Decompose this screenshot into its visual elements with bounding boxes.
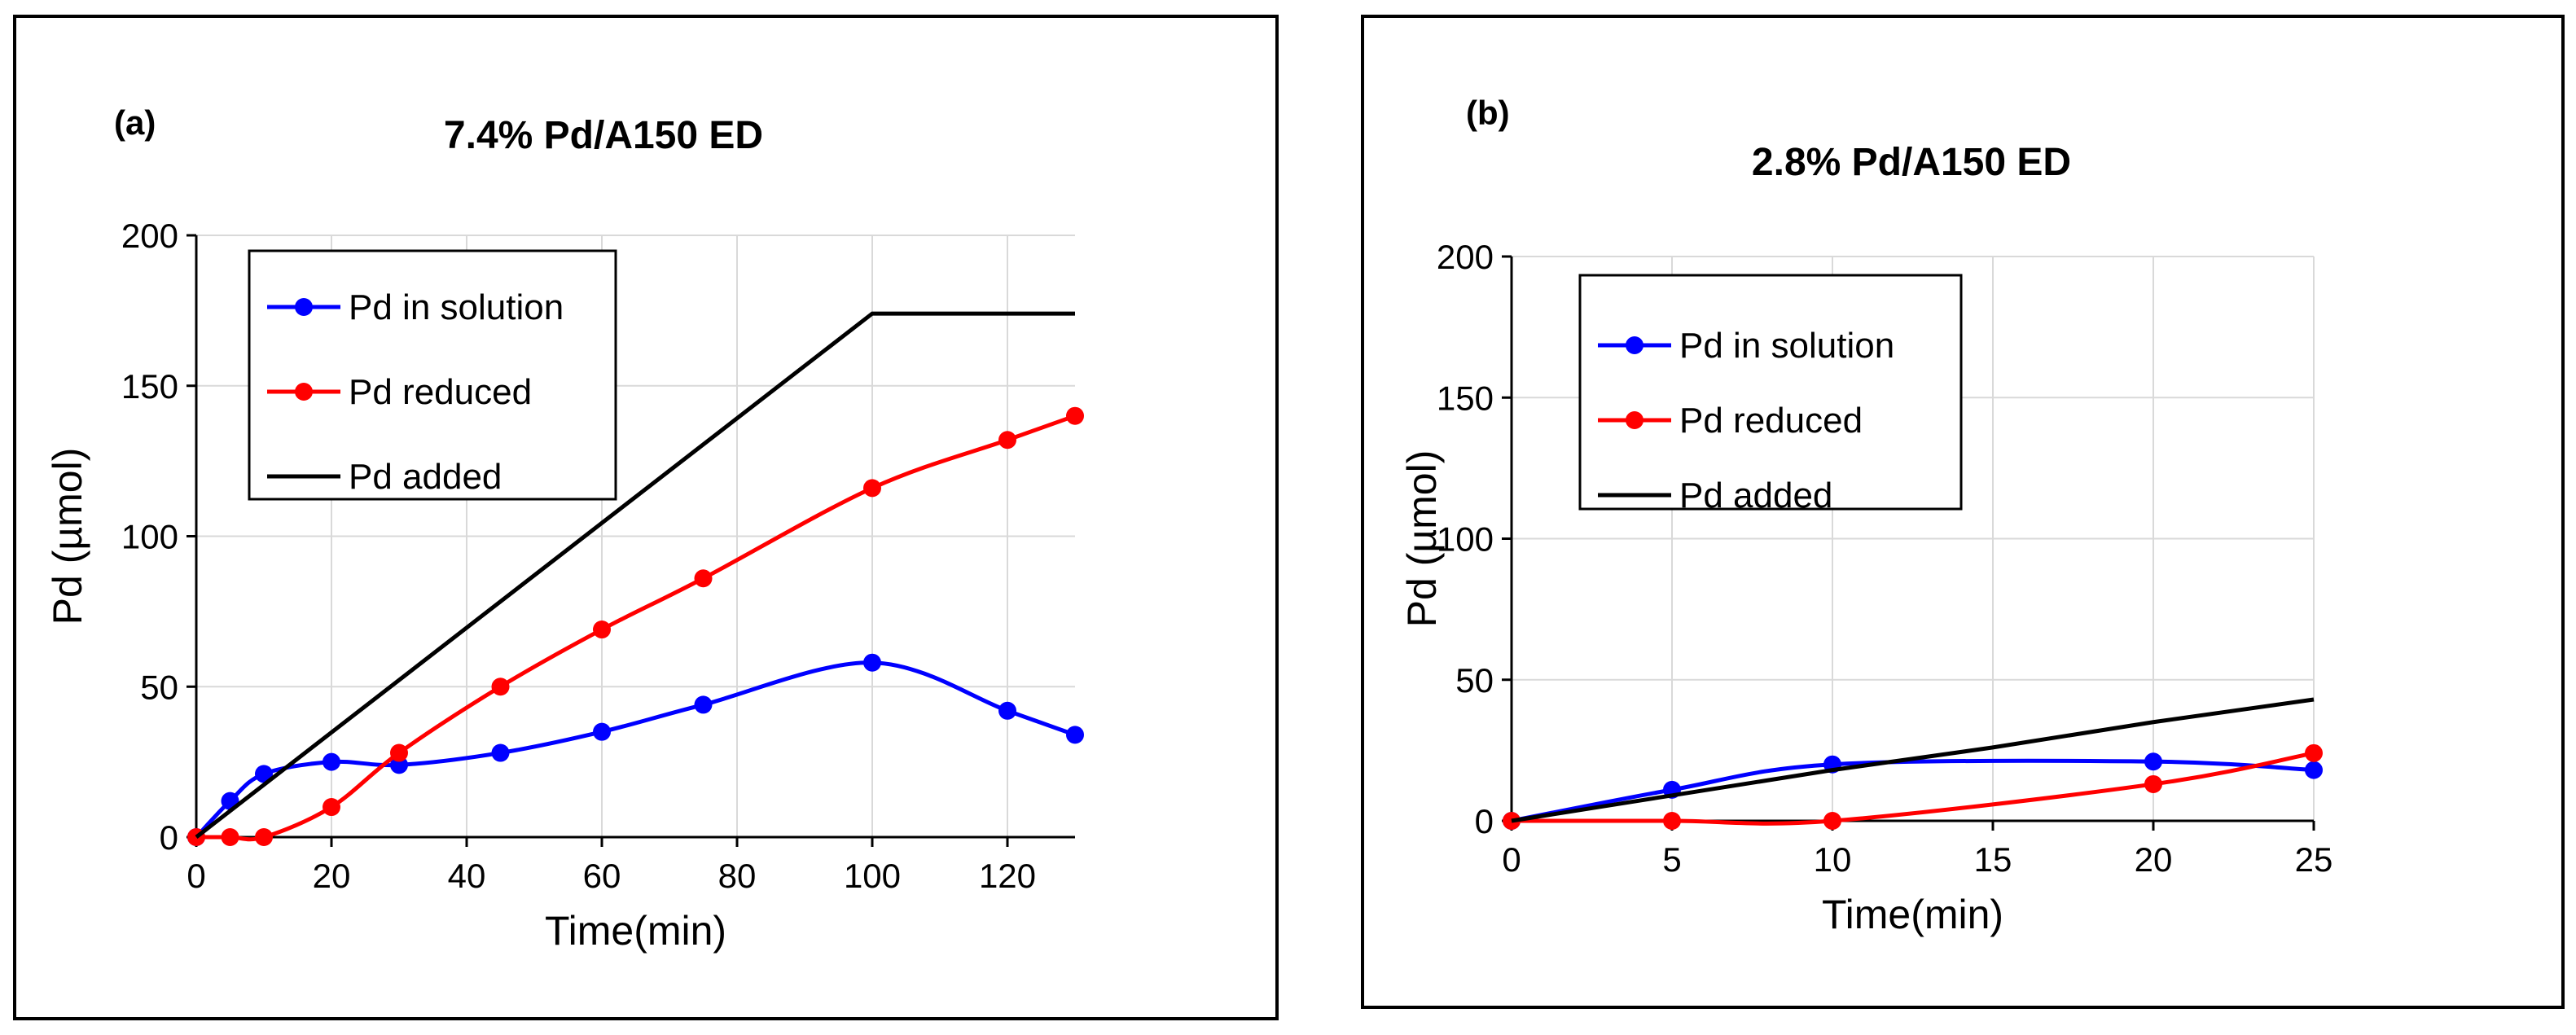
y-axis-title: Pd (µmol) bbox=[45, 448, 90, 625]
data-point-pd-reduced bbox=[390, 743, 408, 762]
y-tick-label: 50 bbox=[140, 668, 178, 706]
y-tick-label: 150 bbox=[1437, 379, 1494, 417]
data-point-pd-reduced bbox=[2305, 743, 2323, 762]
legend-box bbox=[248, 249, 617, 501]
data-point-pd-reduced bbox=[1663, 812, 1681, 830]
y-tick-label: 200 bbox=[1437, 238, 1494, 276]
legend-label-pd-added: Pd added bbox=[349, 457, 502, 497]
y-tick-label: 0 bbox=[1475, 802, 1494, 840]
x-tick-label: 25 bbox=[2295, 840, 2333, 879]
data-point-pd-reduced bbox=[2144, 774, 2162, 793]
y-tick-label: 200 bbox=[121, 217, 178, 255]
data-point-pd-in-solution bbox=[2144, 752, 2162, 771]
data-point-pd-in-solution bbox=[323, 752, 340, 771]
x-tick-label: 0 bbox=[187, 857, 205, 895]
legend-marker-pd-reduced bbox=[1626, 411, 1643, 429]
data-point-pd-in-solution bbox=[2305, 761, 2323, 779]
x-tick-label: 40 bbox=[448, 857, 486, 895]
panel-label: (b) bbox=[1466, 94, 1510, 132]
data-point-pd-in-solution bbox=[694, 695, 713, 714]
legend-marker-pd-in-solution bbox=[295, 298, 313, 316]
data-point-pd-reduced bbox=[1066, 406, 1084, 425]
x-tick-label: 120 bbox=[979, 857, 1036, 895]
data-point-pd-in-solution bbox=[491, 743, 510, 762]
data-point-pd-in-solution bbox=[255, 765, 273, 783]
legend-label-pd-reduced: Pd reduced bbox=[349, 372, 532, 412]
data-point-pd-in-solution bbox=[863, 653, 881, 672]
data-point-pd-reduced bbox=[491, 678, 510, 696]
x-tick-label: 5 bbox=[1662, 840, 1681, 879]
x-tick-label: 80 bbox=[718, 857, 757, 895]
y-tick-label: 100 bbox=[1437, 520, 1494, 559]
series-line-pd-reduced bbox=[1511, 751, 2315, 826]
x-axis-title: Time(min) bbox=[1822, 892, 2003, 937]
legend-label-pd-in-solution: Pd in solution bbox=[349, 287, 564, 327]
legend-box bbox=[1578, 274, 1963, 511]
chart-title: 7.4% Pd/A150 ED bbox=[444, 114, 763, 157]
data-point-pd-in-solution bbox=[593, 722, 611, 741]
x-tick-label: 0 bbox=[1502, 840, 1521, 879]
chart-panel-b: 0 50 100 150 200 0 5 10 15 20 25 Time(min) Pd (µmol)… bbox=[1361, 15, 2565, 1009]
x-tick-label: 100 bbox=[844, 857, 901, 895]
legend-label-pd-added: Pd added bbox=[1679, 476, 1832, 515]
x-tick-label: 60 bbox=[583, 857, 621, 895]
data-point-pd-reduced bbox=[255, 828, 273, 846]
x-tick-label: 10 bbox=[1814, 840, 1852, 879]
x-tick-label: 15 bbox=[1974, 840, 2012, 879]
panel-label: (a) bbox=[114, 103, 156, 142]
series-line-pd-added bbox=[1511, 697, 2315, 823]
data-point-pd-reduced bbox=[323, 798, 340, 817]
data-point-pd-reduced bbox=[221, 828, 239, 846]
series-line-pd-added bbox=[195, 311, 1075, 839]
chart-panel-a: 0 50 100 150 200 0 20 40 60 80 100 120 Time(min) Pd (… bbox=[13, 15, 1279, 1020]
legend-label-pd-reduced: Pd reduced bbox=[1679, 401, 1863, 441]
data-point-pd-reduced bbox=[998, 431, 1016, 450]
data-point-pd-in-solution bbox=[998, 701, 1016, 720]
series-line-pd-in-solution bbox=[1511, 758, 2315, 823]
legend-marker-pd-reduced bbox=[295, 383, 313, 401]
data-point-pd-reduced bbox=[863, 479, 881, 498]
chart-title: 2.8% Pd/A150 ED bbox=[1752, 141, 2071, 184]
y-tick-label: 150 bbox=[121, 367, 178, 406]
chart-a-svg: 0 50 100 150 200 0 20 40 60 80 100 120 Time(min) Pd (… bbox=[45, 103, 1084, 954]
data-point-pd-reduced bbox=[593, 621, 611, 639]
y-tick-label: 50 bbox=[1455, 661, 1494, 700]
chart-b-svg: 0 50 100 150 200 0 5 10 15 20 25 Time(min) Pd (µmol)… bbox=[1399, 94, 2333, 937]
legend-label-pd-in-solution: Pd in solution bbox=[1679, 326, 1894, 366]
x-axis-title: Time(min) bbox=[545, 908, 726, 954]
x-tick-label: 20 bbox=[313, 857, 351, 895]
y-tick-label: 0 bbox=[160, 818, 178, 857]
data-point-pd-reduced bbox=[694, 569, 713, 588]
x-tick-label: 20 bbox=[2135, 840, 2173, 879]
data-point-pd-reduced bbox=[1823, 812, 1841, 830]
y-tick-label: 100 bbox=[121, 518, 178, 556]
y-axis-title: Pd (µmol) bbox=[1399, 450, 1445, 628]
data-point-pd-in-solution bbox=[1066, 726, 1084, 744]
legend-marker-pd-in-solution bbox=[1626, 336, 1643, 354]
